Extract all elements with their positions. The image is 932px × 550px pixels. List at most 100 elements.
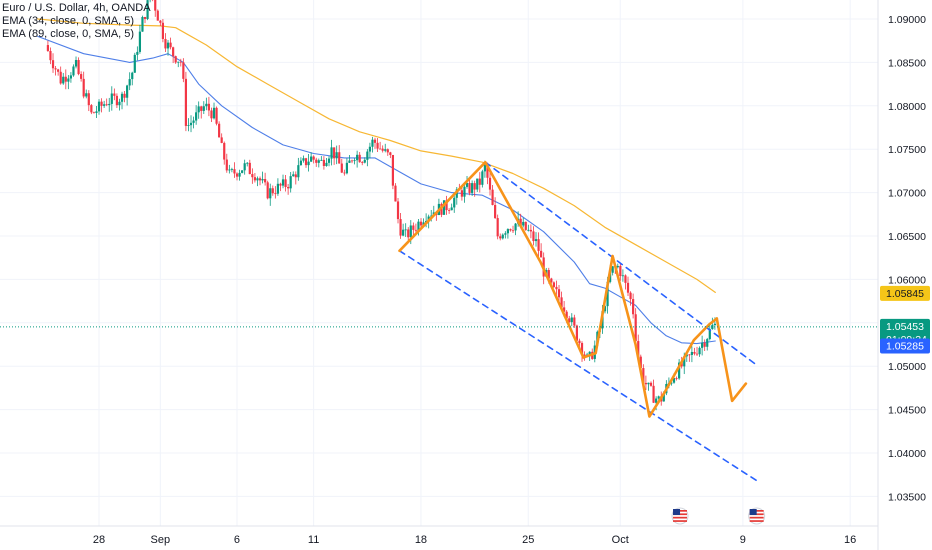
candle [123, 90, 126, 103]
candle [241, 170, 244, 174]
candle [169, 37, 172, 50]
candle-body [695, 353, 699, 355]
candle [379, 141, 382, 150]
candle-body [143, 16, 147, 19]
candle-body [427, 216, 430, 221]
candle-body [345, 162, 349, 174]
candle-body [141, 16, 144, 32]
y-tick-label: 1.09000 [888, 14, 926, 26]
candle [706, 337, 709, 351]
candle-body [463, 186, 466, 197]
candle-body [251, 174, 254, 178]
candle [212, 102, 216, 120]
candle-body [675, 378, 678, 379]
candle [345, 158, 349, 175]
candle-body [294, 174, 297, 178]
candle-body [404, 229, 407, 231]
x-tick-label: Oct [612, 534, 629, 546]
candle-body [292, 174, 295, 177]
candle-body [560, 297, 563, 308]
candle-body [693, 351, 696, 354]
candle-body [312, 156, 315, 160]
candle [460, 187, 464, 201]
candle-body [120, 93, 124, 102]
ema34-line [37, 35, 716, 345]
candle-body [511, 230, 515, 232]
candle [473, 180, 476, 197]
candle-body [483, 164, 487, 172]
candle [128, 72, 131, 91]
candle [292, 171, 295, 177]
candle [701, 335, 704, 356]
ema89-price-tag-text: 1.05845 [886, 288, 924, 300]
candle-body [644, 382, 648, 385]
candle-body [187, 125, 190, 126]
candle-body [136, 51, 139, 55]
candle [335, 145, 338, 165]
candle-body [453, 197, 456, 208]
candle [253, 172, 257, 183]
candle [200, 105, 203, 119]
candle-body [568, 318, 571, 323]
candle-body [384, 149, 387, 151]
candle-body [113, 93, 116, 96]
candle-body [632, 299, 635, 315]
candle [330, 139, 333, 166]
candle [302, 155, 305, 163]
candle-body [419, 221, 423, 226]
candle [348, 154, 351, 163]
candle [207, 96, 211, 117]
x-tick-label: 6 [234, 534, 240, 546]
candle-body [637, 341, 640, 357]
candle [396, 197, 400, 224]
candle-body [115, 95, 119, 106]
candle-body [197, 106, 200, 113]
candle [182, 58, 185, 83]
candle-body [570, 317, 573, 323]
candle-body [537, 239, 540, 251]
candle [317, 158, 320, 168]
candle [404, 223, 407, 237]
candle-body [701, 342, 704, 348]
candle-body [304, 158, 308, 166]
candle [133, 52, 136, 73]
candle [57, 68, 60, 76]
candle [695, 346, 699, 356]
candle-body [389, 152, 392, 155]
candle [143, 16, 147, 24]
candle [141, 15, 144, 32]
candle-body [210, 110, 213, 119]
candle-body [573, 317, 576, 326]
ema34-price-tag-text: 1.05285 [886, 340, 924, 352]
candle [491, 184, 494, 206]
candle-body [218, 123, 221, 138]
candle-body [509, 229, 512, 231]
candle [174, 55, 177, 64]
y-tick-label: 1.08500 [888, 57, 926, 69]
candle [230, 167, 234, 173]
candle [287, 183, 290, 195]
candle [412, 222, 415, 237]
candle [644, 375, 648, 390]
flag-canton [673, 509, 681, 515]
candle [74, 56, 78, 69]
candle [373, 137, 377, 149]
candle-body [486, 164, 489, 178]
candle-body [417, 221, 420, 231]
x-tick-label: 16 [844, 534, 856, 546]
us-flag-icon [748, 507, 766, 525]
candle-body [297, 165, 300, 178]
y-tick-label: 1.07500 [888, 144, 926, 156]
x-tick-label: 9 [740, 534, 746, 546]
candle-body [172, 47, 175, 57]
candle-body [327, 158, 331, 163]
candle-body [611, 266, 614, 273]
candle-body [49, 50, 52, 61]
candle-body [440, 203, 443, 215]
candle [264, 172, 267, 186]
candle-body [325, 162, 328, 166]
candle [299, 157, 303, 166]
candle-body [276, 183, 280, 194]
candle-body [448, 210, 451, 211]
